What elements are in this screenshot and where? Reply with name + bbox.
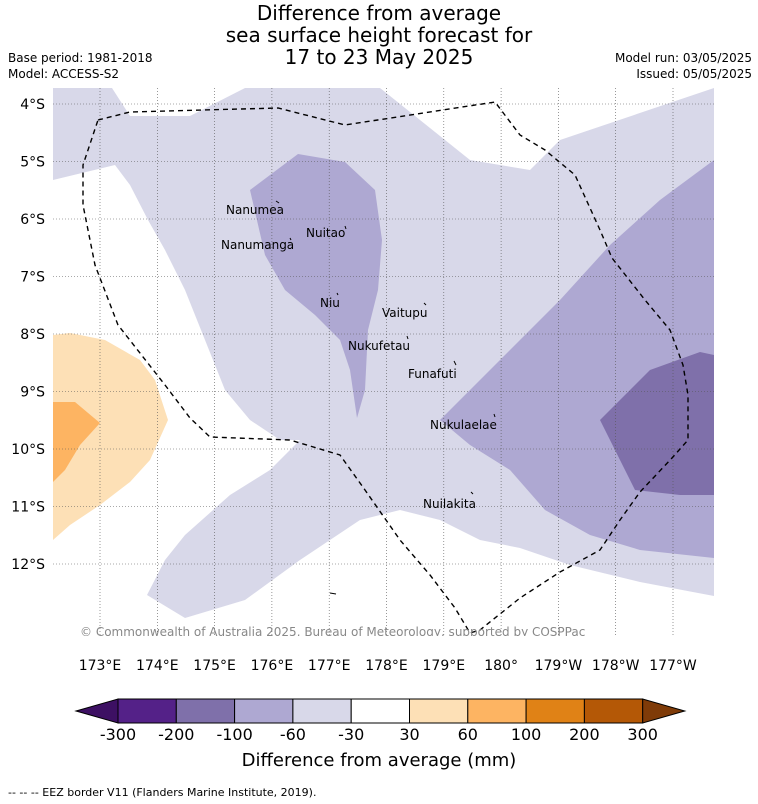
title-line-1: Difference from average — [256, 1, 502, 25]
contour-fill-plus30 — [53, 333, 168, 540]
place-label-nanumanga: Nanumanga — [221, 238, 294, 252]
place-label-nukufetau: Nukufetau — [348, 339, 410, 353]
colorbar-title: Difference from average (mm) — [241, 750, 517, 771]
contour-fill-plus60 — [53, 402, 100, 482]
colorbar-swatch — [234, 698, 294, 724]
lat-tick-label: 11°S — [11, 500, 45, 516]
lon-tick-label: 178°W — [592, 658, 640, 674]
colorbar-tick-label: -300 — [99, 725, 137, 744]
colorbar-tick-label: 100 — [510, 725, 542, 744]
place-label-nuilakita: Nuilakita — [423, 497, 476, 511]
lat-tick-label: 4°S — [20, 97, 45, 113]
place-label-nuitao: Nuitao — [306, 226, 345, 240]
colorbar-tick-label: 60 — [457, 725, 478, 744]
lon-tick-label: 173°E — [79, 658, 122, 674]
colorbar-swatch — [350, 698, 411, 724]
lat-tick-label: 6°S — [20, 212, 45, 228]
colorbar-tick-label: -30 — [338, 725, 365, 744]
colorbar-tick-label: 300 — [627, 725, 658, 744]
place-label-nanumea: Nanumea — [226, 203, 284, 217]
gridlines — [53, 88, 714, 636]
lon-tick-label: 175°E — [193, 658, 236, 674]
lat-tick-label: 12°S — [11, 557, 45, 573]
title-line-2: sea surface height forecast for — [225, 23, 533, 47]
lon-tick-label: 174°E — [136, 658, 179, 674]
lat-tick-label: 7°S — [20, 270, 45, 286]
lat-tick-label: 5°S — [20, 155, 45, 171]
lon-tick-label: 180° — [484, 658, 518, 674]
colorbar — [74, 698, 687, 724]
copyright-notice: © Commonwealth of Australia 2025, Bureau… — [80, 625, 585, 639]
lon-tick-label: 177°W — [649, 658, 697, 674]
place-label-niu: Niu — [320, 296, 340, 310]
colorbar-swatch — [117, 698, 177, 724]
contour-fill-minus60 — [250, 154, 382, 418]
lon-tick-label: 179°W — [535, 658, 583, 674]
colorbar-tick-label: -200 — [158, 725, 195, 744]
colorbar-swatch — [583, 698, 644, 724]
colorbar-tick-label: 200 — [569, 725, 600, 744]
lon-tick-label: 177°E — [308, 658, 351, 674]
place-label-vaitupu: Vaitupu — [382, 306, 428, 320]
colorbar-tick-label: -60 — [279, 725, 306, 744]
colorbar-extend-high — [642, 698, 687, 724]
eez-legend-note: -- -- -- EEZ border V11 (Flanders Marine… — [8, 786, 317, 799]
lon-tick-label: 176°E — [251, 658, 294, 674]
island-markers — [275, 200, 496, 595]
eez-border — [82, 101, 689, 634]
colorbar-swatch — [292, 698, 352, 724]
colorbar-swatch — [525, 698, 585, 724]
model-name: Model: ACCESS-S2 — [8, 67, 120, 81]
lat-tick-label: 8°S — [20, 327, 45, 343]
colorbar-swatch — [467, 698, 527, 724]
lon-tick-label: 179°E — [423, 658, 466, 674]
colorbar-tick-label: -100 — [216, 725, 253, 744]
issued-date: Issued: 05/05/2025 — [636, 67, 752, 81]
contour-fill-minus100 — [600, 352, 714, 495]
colorbar-tick-label: 30 — [399, 725, 420, 744]
colorbar-swatch — [409, 698, 469, 724]
map-panel: Nanumea Nuitao Nanumanga Niu Vaitupu Nuk… — [53, 88, 714, 639]
lat-tick-label: 9°S — [20, 385, 45, 401]
title-line-3: 17 to 23 May 2025 — [284, 45, 474, 69]
lon-tick-label: 178°E — [365, 658, 408, 674]
lat-tick-label: 10°S — [11, 442, 45, 458]
base-period: Base period: 1981-2018 — [8, 51, 153, 65]
place-label-funafuti: Funafuti — [408, 367, 457, 381]
colorbar-swatch — [175, 698, 236, 724]
place-label-nukulaelae: Nukulaelae — [430, 418, 497, 432]
colorbar-extend-low — [74, 698, 119, 724]
model-run: Model run: 03/05/2025 — [614, 51, 752, 65]
